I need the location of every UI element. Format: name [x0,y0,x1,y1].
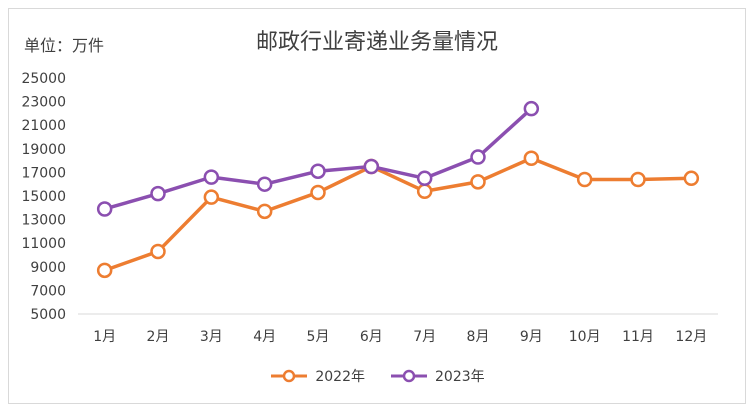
legend-marker-2023 [391,369,427,383]
y-tick-label: 23000 [21,95,66,111]
y-tick-label: 11000 [21,236,66,252]
x-tick-label: 3月 [200,329,223,345]
y-tick-label: 15000 [21,189,66,205]
x-tick-label: 6月 [360,329,383,345]
chart-title: 邮政行业寄递业务量情况 [255,30,498,55]
legend-marker-2022 [271,369,308,383]
y-tick-label: 9000 [30,260,66,276]
series-line-0 [102,156,694,273]
x-tick-label: 9月 [520,329,543,345]
data-point [523,100,540,117]
legend-item-2023: 2023年 [389,366,485,386]
x-tick-label: 7月 [413,329,436,345]
legend-label-2022: 2022年 [315,369,365,385]
unit-label: 单位：万件 [24,36,105,55]
data-point [576,171,593,188]
x-tick-label: 12月 [675,329,707,345]
data-point [683,170,700,187]
legend: 2022年 2023年 [0,366,754,386]
data-point [256,176,273,192]
x-tick-label: 2月 [147,329,170,345]
data-point [203,189,220,205]
data-point [470,174,486,190]
data-point [363,158,380,175]
data-point [150,185,166,202]
data-point [203,169,220,185]
data-point [96,201,113,217]
legend-item-2022: 2022年 [269,366,365,386]
x-tick-label: 1月 [93,329,116,345]
data-point [416,183,433,200]
x-tick-label: 4月 [253,329,276,345]
data-point [256,203,273,220]
data-point [416,170,433,187]
y-tick-label: 5000 [30,307,66,323]
x-tick-label: 5月 [307,329,330,345]
x-tick-label: 11月 [622,329,654,345]
chart-frame [8,8,746,404]
x-tick-label: 8月 [467,329,490,345]
legend-label-2023: 2023年 [435,369,485,385]
data-point [96,262,113,279]
data-point [150,243,166,260]
data-point [310,184,326,201]
data-point [630,171,646,188]
data-point [470,149,486,165]
y-tick-label: 21000 [21,118,66,134]
y-tick-label: 19000 [21,142,66,158]
y-tick-label: 7000 [30,283,66,299]
y-tick-label: 25000 [21,71,66,87]
data-point [310,163,326,179]
y-tick-label: 13000 [21,213,66,229]
data-point [523,150,540,166]
y-tick-label: 17000 [21,165,66,181]
x-tick-label: 10月 [569,329,601,345]
